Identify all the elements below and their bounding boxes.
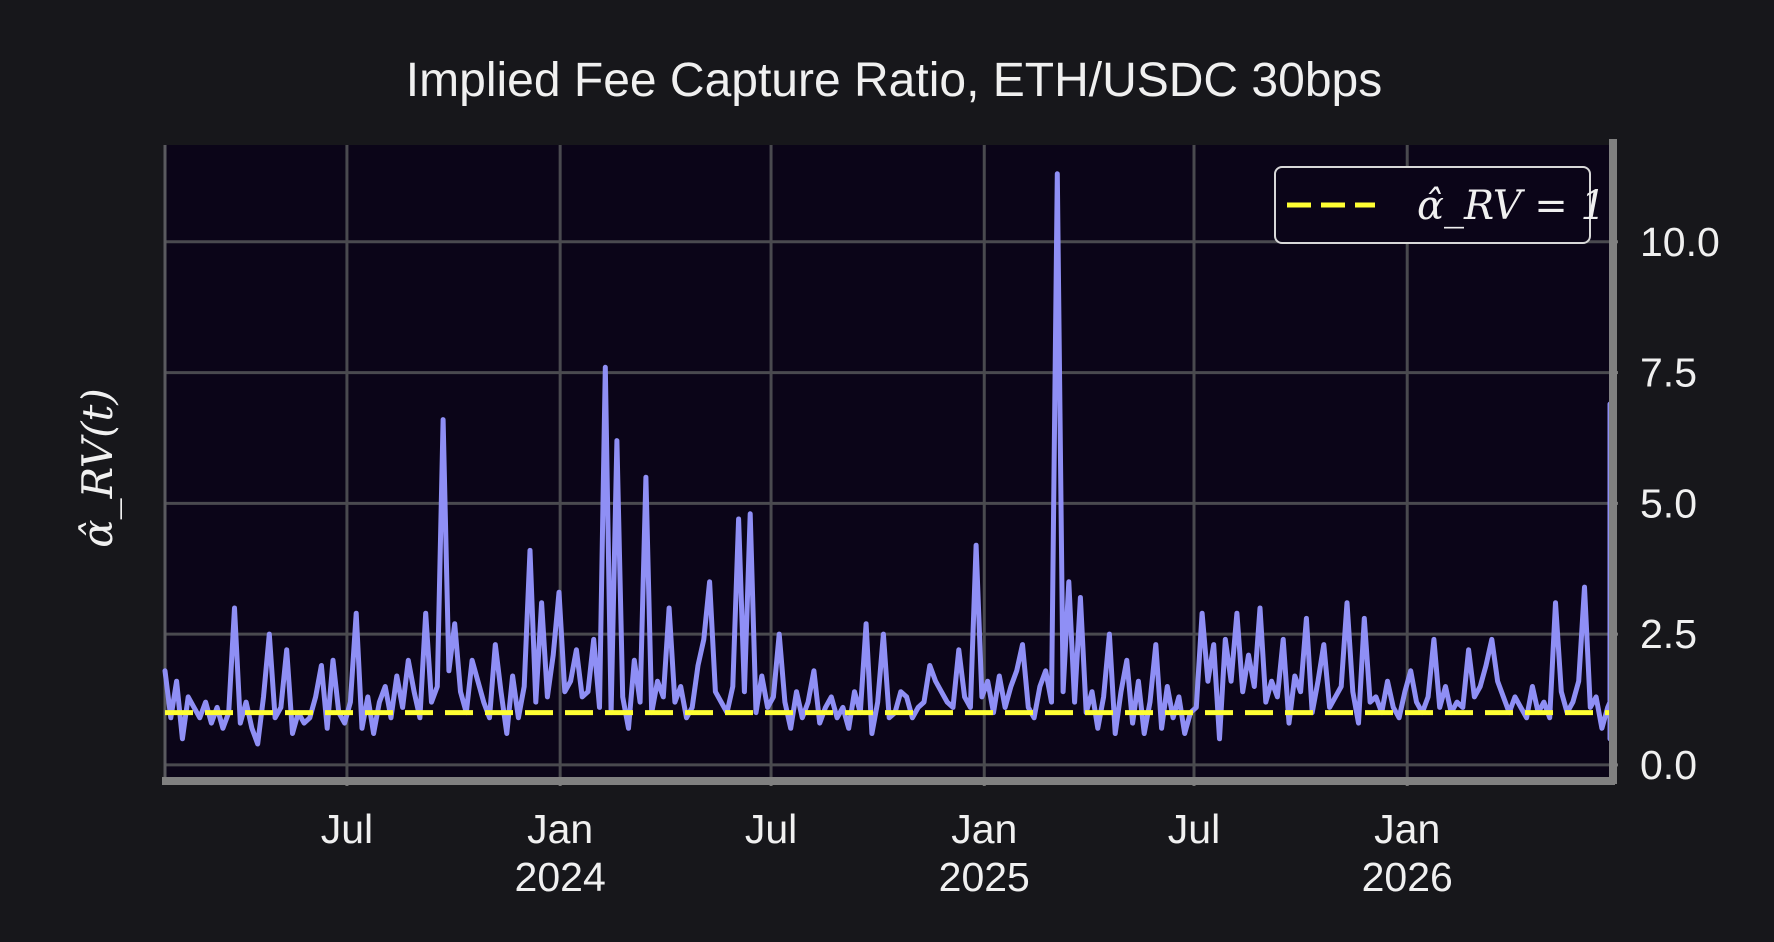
- y-tick-label: 0.0: [1640, 742, 1697, 788]
- y-tick-label: 7.5: [1640, 350, 1697, 396]
- x-tick-year-label: 2026: [1362, 854, 1453, 900]
- x-tick-label: Jul: [321, 806, 373, 852]
- x-tick-label: Jan: [527, 806, 593, 852]
- chart-title: Implied Fee Capture Ratio, ETH/USDC 30bp…: [406, 54, 1382, 107]
- x-tick-label: Jul: [1168, 806, 1220, 852]
- y-axis-label: α̂_RV(t): [73, 388, 122, 547]
- x-tick-label: Jan: [1374, 806, 1440, 852]
- y-tick-label: 2.5: [1640, 611, 1697, 657]
- x-tick-year-label: 2025: [939, 854, 1030, 900]
- y-tick-label: 10.0: [1640, 219, 1720, 265]
- legend-label-reference: α̂_RV = 1: [1417, 183, 1606, 229]
- x-tick-year-label: 2024: [515, 854, 606, 900]
- x-tick-label: Jul: [745, 806, 797, 852]
- y-tick-label: 5.0: [1640, 480, 1697, 526]
- legend-box: [1274, 166, 1591, 244]
- x-tick-label: Jan: [951, 806, 1017, 852]
